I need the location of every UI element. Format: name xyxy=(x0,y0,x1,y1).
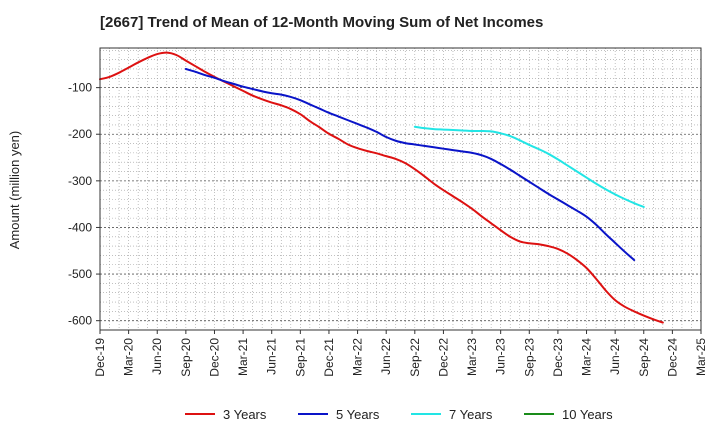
y-tick-label: -100 xyxy=(68,81,92,95)
y-tick-label: -200 xyxy=(68,127,92,141)
x-tick-label: Sep-22 xyxy=(408,338,422,377)
y-ticks: -100 -200 -300 -400 -500 -600 xyxy=(68,81,100,328)
grid-lines xyxy=(100,48,701,330)
series-lines xyxy=(99,51,664,324)
y-tick-label: -300 xyxy=(68,174,92,188)
x-tick-label: Jun-23 xyxy=(494,338,508,375)
series-line-3-years xyxy=(99,51,664,324)
x-tick-label: Dec-19 xyxy=(93,338,107,377)
y-tick-label: -400 xyxy=(68,220,92,234)
series-line-5-years xyxy=(184,67,636,262)
x-tick-label: Dec-21 xyxy=(322,338,336,377)
x-tick-label: Dec-22 xyxy=(436,338,450,377)
legend-label-7-years: 7 Years xyxy=(449,407,493,422)
x-tick-label: Mar-21 xyxy=(236,338,250,376)
x-ticks: Dec-19 Mar-20 Jun-20 Sep-20 Dec-20 Mar-21 Jun-… xyxy=(93,330,708,377)
x-tick-label: Dec-20 xyxy=(207,338,221,377)
x-tick-label: Jun-20 xyxy=(150,338,164,375)
legend-label-3-years: 3 Years xyxy=(223,407,267,422)
legend-label-10-years: 10 Years xyxy=(562,407,613,422)
x-tick-label: Mar-25 xyxy=(694,338,708,376)
x-tick-label: Jun-24 xyxy=(608,338,622,375)
legend: 3 Years 5 Years 7 Years 10 Years xyxy=(185,407,613,422)
x-tick-label: Sep-23 xyxy=(522,338,536,377)
series-line-7-years xyxy=(413,125,645,208)
x-tick-label: Sep-24 xyxy=(637,338,651,377)
legend-label-5-years: 5 Years xyxy=(336,407,380,422)
plot-background xyxy=(100,48,701,330)
x-tick-label: Dec-23 xyxy=(551,338,565,377)
chart-title: [2667] Trend of Mean of 12-Month Moving … xyxy=(100,14,544,31)
x-tick-label: Jun-22 xyxy=(379,338,393,375)
x-tick-label: Mar-22 xyxy=(351,338,365,376)
x-tick-label: Sep-21 xyxy=(293,338,307,377)
x-tick-label: Mar-24 xyxy=(580,338,594,376)
y-tick-label: -500 xyxy=(68,267,92,281)
x-tick-label: Mar-20 xyxy=(122,338,136,376)
y-tick-label: -600 xyxy=(68,314,92,328)
plot-frame xyxy=(99,47,702,331)
x-tick-label: Mar-23 xyxy=(465,338,479,376)
x-tick-label: Sep-20 xyxy=(179,338,193,377)
x-tick-label: Dec-24 xyxy=(665,338,679,377)
y-axis-label: Amount (million yen) xyxy=(7,131,22,250)
x-tick-label: Jun-21 xyxy=(265,338,279,375)
